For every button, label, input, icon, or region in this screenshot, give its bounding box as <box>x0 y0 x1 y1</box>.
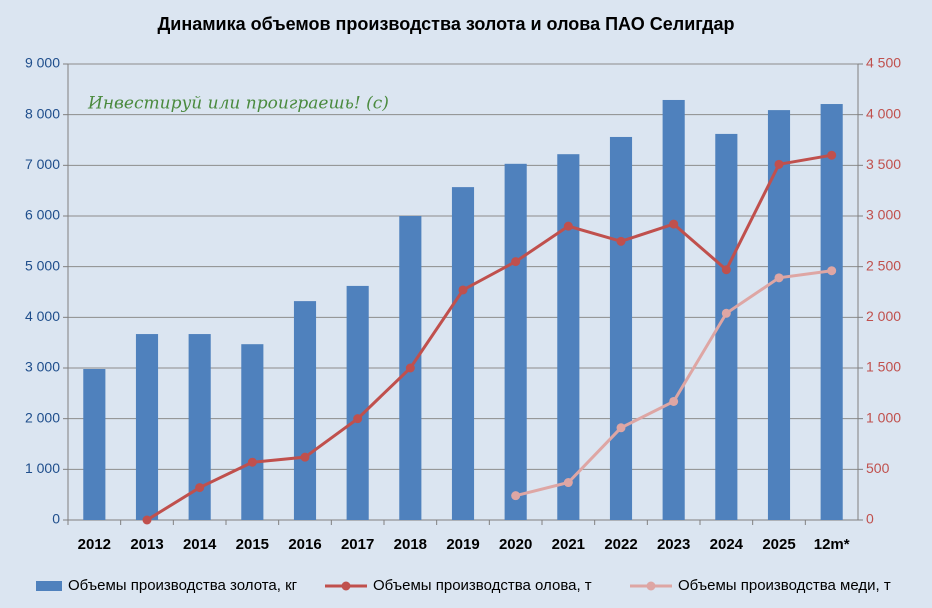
y-tick-label: 4 000 <box>25 308 60 324</box>
y-tick-label: 7 000 <box>25 156 60 172</box>
y-tick-label: 8 000 <box>25 105 60 121</box>
y-tick-label: 1 000 <box>25 460 60 476</box>
legend-swatch <box>341 581 351 591</box>
point <box>616 236 626 246</box>
point <box>353 414 363 424</box>
y2-tick-label: 1 500 <box>866 359 901 375</box>
y-tick-label: 2 000 <box>25 409 60 425</box>
point <box>511 491 521 501</box>
bar <box>557 154 580 521</box>
point <box>827 150 837 160</box>
x-tick-label: 12m* <box>814 536 850 553</box>
x-tick-label: 2023 <box>657 536 690 553</box>
x-tick-label: 2021 <box>552 536 585 553</box>
bar <box>504 163 527 520</box>
y-tick-label: 5 000 <box>25 257 60 273</box>
legend-swatch <box>36 581 62 591</box>
x-tick-label: 2016 <box>288 536 321 553</box>
point <box>563 478 573 488</box>
bar <box>83 369 106 520</box>
x-tick-label: 2025 <box>762 536 795 553</box>
bar <box>188 334 211 520</box>
point <box>142 515 152 525</box>
point <box>669 396 679 406</box>
y2-tick-label: 4 500 <box>866 55 901 71</box>
annotation: Инвестируй или проиграешь! (с) <box>87 94 389 114</box>
point <box>774 159 784 169</box>
bar <box>346 285 369 520</box>
bar <box>135 334 159 520</box>
y2-tick-label: 500 <box>866 460 890 476</box>
line <box>146 153 832 522</box>
point <box>511 257 521 267</box>
y2-tick-label: 0 <box>866 511 874 527</box>
x-tick-label: 2024 <box>710 536 744 553</box>
chart-title: Динамика объемов производства золота и о… <box>157 14 734 34</box>
bar <box>293 301 317 520</box>
point <box>405 363 415 373</box>
y-tick-label: 3 000 <box>25 359 60 375</box>
point <box>563 221 573 231</box>
y-tick-label: 0 <box>52 511 60 527</box>
y2-tick-label: 2 000 <box>866 308 901 324</box>
bar <box>820 104 843 520</box>
x-tick-label: 2019 <box>446 536 479 553</box>
y2-tick-label: 1 000 <box>866 409 901 425</box>
point <box>195 483 205 493</box>
legend-label: Объемы производства золота, кг <box>68 577 298 594</box>
legend-swatch <box>646 581 656 591</box>
bar <box>662 99 685 521</box>
x-tick-label: 2018 <box>394 536 427 553</box>
y-tick-label: 6 000 <box>25 207 60 223</box>
x-tick-label: 2012 <box>78 536 111 553</box>
bar <box>767 110 791 521</box>
point <box>774 273 784 283</box>
x-tick-label: 2022 <box>604 536 637 553</box>
legend-label: Объемы производства олова, т <box>373 577 592 594</box>
point <box>721 308 731 318</box>
point <box>721 265 731 275</box>
point <box>616 423 626 433</box>
point <box>247 457 257 467</box>
y2-tick-label: 3 500 <box>866 156 901 172</box>
legend-label: Объемы производства меди, т <box>678 577 891 594</box>
x-tick-label: 2013 <box>130 536 163 553</box>
x-tick-label: 2014 <box>183 536 217 553</box>
bar <box>451 187 475 520</box>
x-tick-label: 2020 <box>499 536 532 553</box>
x-tick-label: 2017 <box>341 536 374 553</box>
y2-tick-label: 3 000 <box>866 207 901 223</box>
point <box>827 266 837 276</box>
point <box>300 452 310 462</box>
y2-tick-label: 4 000 <box>866 105 901 121</box>
y2-tick-label: 2 500 <box>866 257 901 273</box>
point <box>669 219 679 229</box>
bar <box>715 133 738 521</box>
bar <box>241 344 264 520</box>
y-tick-label: 9 000 <box>25 55 60 71</box>
point <box>458 285 468 295</box>
bar <box>609 136 633 520</box>
x-tick-label: 2015 <box>236 536 269 553</box>
